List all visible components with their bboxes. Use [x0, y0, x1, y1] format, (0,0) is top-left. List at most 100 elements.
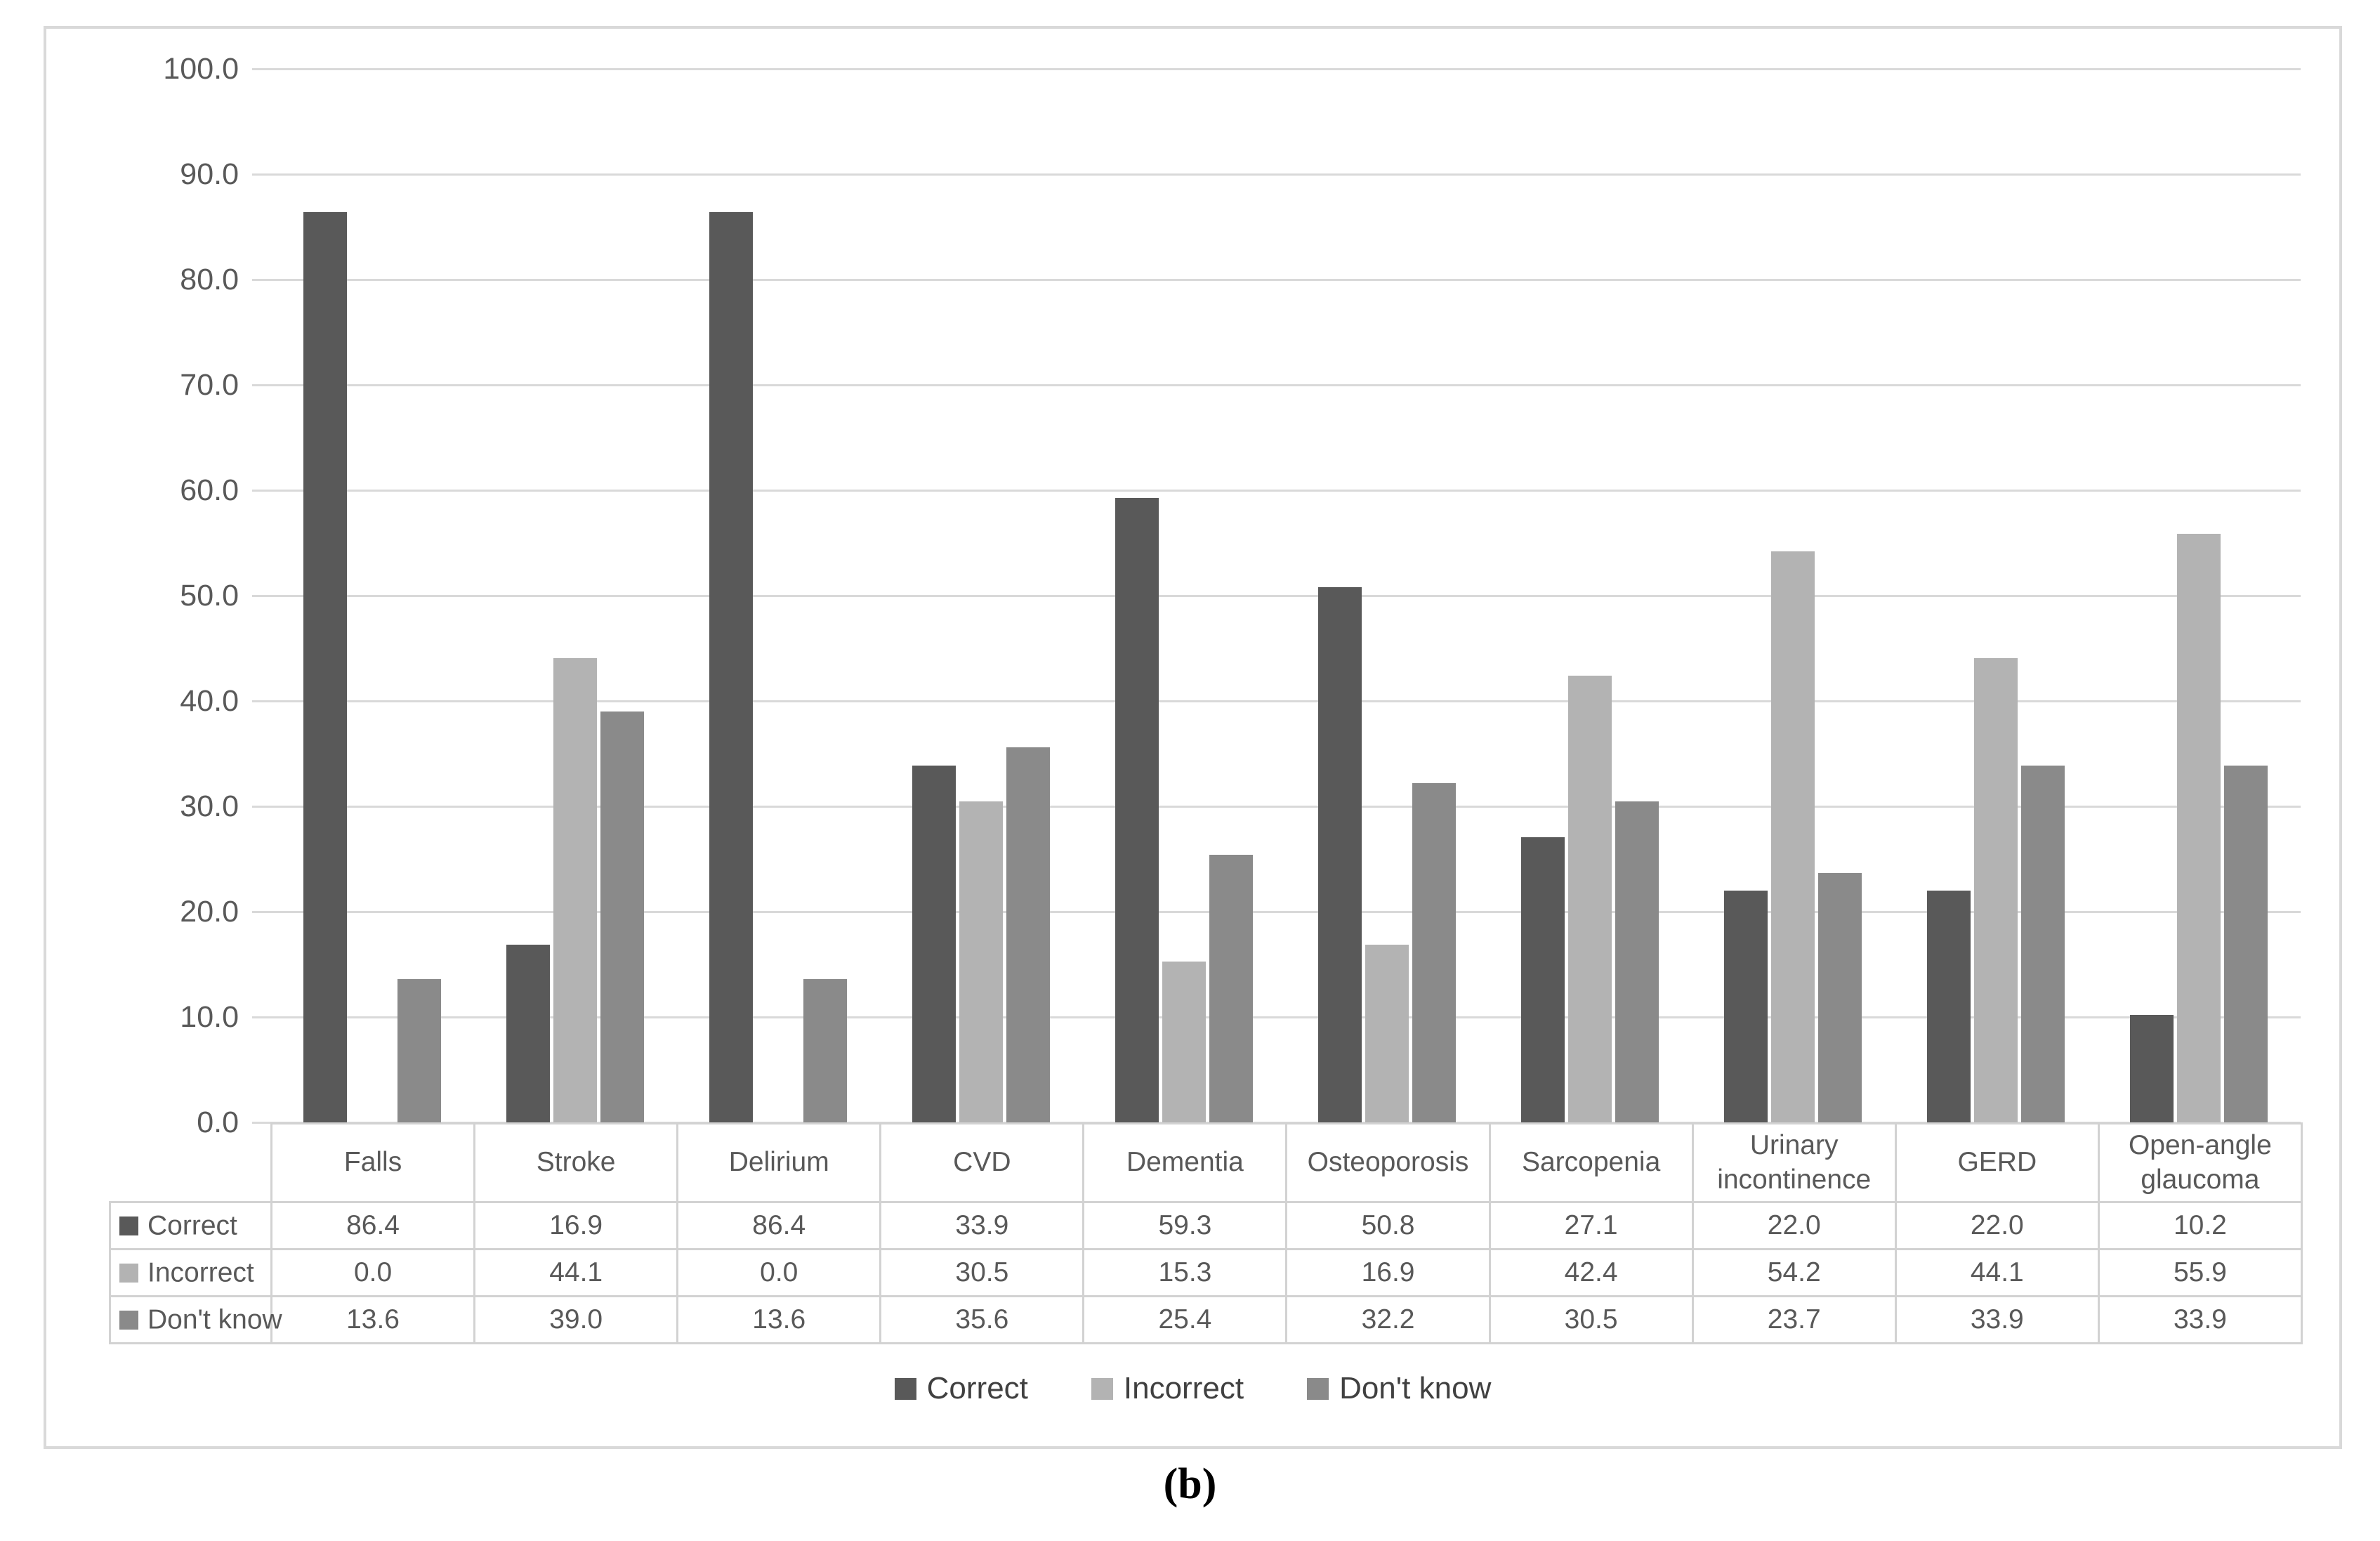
bar-don-t-know: [1615, 801, 1659, 1122]
grid-line: [252, 384, 2301, 386]
bar-don-t-know: [803, 979, 847, 1122]
table-row: Incorrect 0.0 44.1 0.0 30.5 15.3 16.9 42.4 54.2 4…: [109, 1248, 2303, 1297]
table-value-cell: 22.0: [1894, 1201, 2100, 1250]
series-swatch-icon: [119, 1311, 138, 1330]
grid-line: [252, 279, 2301, 281]
grid-line: [252, 1016, 2301, 1018]
series-swatch-icon: [119, 1217, 138, 1236]
table-value-cell: 39.0: [473, 1295, 679, 1344]
y-tick-label: 30.0: [180, 789, 239, 823]
bar-correct: [506, 944, 550, 1122]
bar-correct: [1724, 891, 1768, 1122]
table-value-cell: 0.0: [676, 1248, 882, 1297]
y-tick-label: 100.0: [163, 52, 239, 86]
table-row: Correct 86.4 16.9 86.4 33.9 59.3 50.8 27.1 22.0 2…: [109, 1201, 2303, 1250]
y-tick-label: 60.0: [180, 473, 239, 507]
table-value-cell: 33.9: [2097, 1295, 2303, 1344]
bar-correct: [1927, 891, 1971, 1122]
table-value-cell: 22.0: [1691, 1201, 1897, 1250]
bar-don-t-know: [1412, 783, 1457, 1122]
series-label: Don't know: [147, 1304, 282, 1335]
table-value-cell: 10.2: [2097, 1201, 2303, 1250]
bar-correct: [1318, 587, 1362, 1122]
bar-don-t-know: [2021, 765, 2065, 1122]
legend-item: Incorrect: [1091, 1371, 1244, 1406]
bar-correct: [1521, 837, 1565, 1122]
table-value-cell: 54.2: [1691, 1248, 1897, 1297]
bar-incorrect: [1365, 944, 1409, 1122]
table-value-cell: 35.6: [879, 1295, 1085, 1344]
table-header-row: Falls Stroke Delirium CVD Dementia Osteoporos…: [110, 1122, 2303, 1203]
table-value-cell: 16.9: [1285, 1248, 1491, 1297]
grid-line: [252, 595, 2301, 597]
legend-item: Correct: [894, 1371, 1028, 1406]
series-label: Correct: [147, 1210, 237, 1241]
legend-swatch-icon: [894, 1377, 916, 1400]
table-value-cell: 42.4: [1488, 1248, 1694, 1297]
legend-item: Don't know: [1307, 1371, 1491, 1406]
table-value-cell: 23.7: [1691, 1295, 1897, 1344]
category-header-cell: Osteoporosis: [1285, 1122, 1491, 1203]
category-header-cell: Open-angle glaucoma: [2097, 1122, 2303, 1203]
series-label-cell: Correct: [109, 1201, 272, 1250]
bar-incorrect: [959, 801, 1003, 1122]
y-tick-label: 10.0: [180, 1000, 239, 1034]
table-value-cell: 50.8: [1285, 1201, 1491, 1250]
table-value-cell: 15.3: [1082, 1248, 1288, 1297]
bar-don-t-know: [600, 712, 644, 1122]
category-header-cell: Delirium: [676, 1122, 882, 1203]
bar-don-t-know: [1818, 872, 1862, 1122]
table-value-cell: 32.2: [1285, 1295, 1491, 1344]
category-header-cell: Urinary incontinence: [1691, 1122, 1897, 1203]
table-value-cell: 44.1: [1894, 1248, 2100, 1297]
category-header-cell: CVD: [879, 1122, 1085, 1203]
legend-swatch-icon: [1307, 1377, 1329, 1400]
grid-line: [252, 806, 2301, 808]
data-table: Falls Stroke Delirium CVD Dementia Osteoporos…: [109, 1122, 2303, 1344]
bar-correct: [2130, 1015, 2174, 1122]
bar-incorrect: [1771, 551, 1815, 1122]
series-label-cell: Don't know: [109, 1295, 282, 1344]
bar-incorrect: [553, 657, 597, 1122]
figure-caption: (b): [1163, 1460, 1217, 1508]
category-header-cell: GERD: [1894, 1122, 2100, 1203]
bar-don-t-know: [397, 979, 441, 1122]
table-value-cell: 59.3: [1082, 1201, 1288, 1250]
category-header-cell: Falls: [270, 1122, 476, 1203]
legend-swatch-icon: [1091, 1377, 1113, 1400]
y-tick-label: 40.0: [180, 684, 239, 718]
bar-don-t-know: [2224, 765, 2268, 1122]
table-value-cell: 33.9: [879, 1201, 1085, 1250]
legend-label: Don't know: [1339, 1371, 1492, 1405]
y-tick-label: 20.0: [180, 895, 239, 929]
legend-label: Incorrect: [1123, 1371, 1244, 1405]
table-corner-cell: [110, 1124, 272, 1202]
table-value-cell: 30.5: [879, 1248, 1085, 1297]
y-tick-label: 50.0: [180, 579, 239, 612]
y-tick-label: 90.0: [180, 157, 239, 191]
table-value-cell: 13.6: [270, 1295, 476, 1344]
bar-incorrect: [1974, 657, 2018, 1122]
table-value-cell: 27.1: [1488, 1201, 1694, 1250]
bar-incorrect: [1568, 676, 1612, 1122]
table-value-cell: 30.5: [1488, 1295, 1694, 1344]
table-value-cell: 55.9: [2097, 1248, 2303, 1297]
table-value-cell: 86.4: [676, 1201, 882, 1250]
legend-label: Correct: [926, 1371, 1028, 1405]
grid-line: [252, 173, 2301, 176]
table-value-cell: 25.4: [1082, 1295, 1288, 1344]
table-value-cell: 44.1: [473, 1248, 679, 1297]
y-tick-label: 80.0: [180, 263, 239, 296]
table-row: Don't know 13.6 39.0 13.6 35.6 25.4 32.2 30.5 23…: [109, 1295, 2303, 1344]
bar-don-t-know: [1209, 855, 1253, 1122]
grid-line: [252, 911, 2301, 913]
bar-incorrect: [1162, 961, 1206, 1122]
category-header-cell: Sarcopenia: [1488, 1122, 1694, 1203]
table-value-cell: 33.9: [1894, 1295, 2100, 1344]
category-header-cell: Dementia: [1082, 1122, 1288, 1203]
bar-correct: [709, 212, 753, 1122]
y-tick-label: 0.0: [197, 1106, 239, 1139]
chart-figure: 0.0 10.0 20.0 30.0 40.0 50.0 60.0 70.0 80.0 90.0 1…: [44, 26, 2342, 1449]
table-value-cell: 16.9: [473, 1201, 679, 1250]
